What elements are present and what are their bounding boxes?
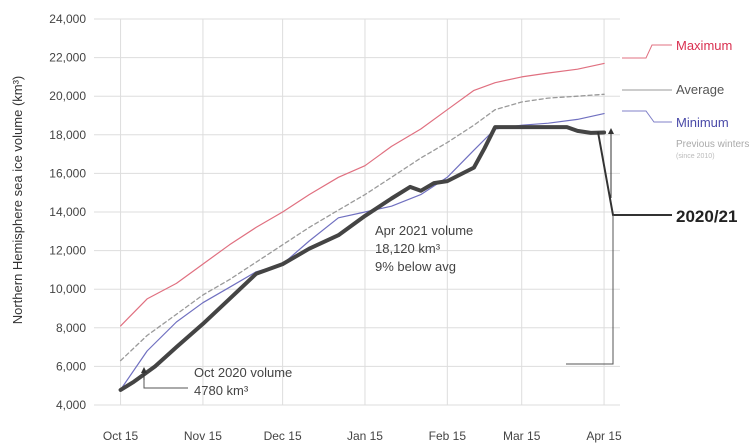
x-tick-label: Apr 15	[586, 429, 622, 443]
series-lines	[118, 62, 607, 392]
legend-average-label: Average	[676, 82, 724, 97]
x-tick-label: Feb 15	[429, 429, 467, 443]
y-tick-label: 20,000	[49, 89, 86, 103]
x-tick-label: Oct 15	[103, 429, 139, 443]
series-maximum	[119, 62, 605, 327]
y-tick-label: 24,000	[49, 12, 86, 26]
legend-previous-label: Previous winters	[676, 139, 749, 150]
y-tick-label: 4,000	[56, 398, 86, 412]
y-tick-label: 10,000	[49, 282, 86, 296]
y-tick-label: 8,000	[56, 321, 86, 335]
apr-arrowhead	[608, 128, 614, 134]
y-tick-label: 12,000	[49, 244, 86, 258]
y-axis-label: Northern Hemisphere sea ice volume (km³)	[10, 76, 25, 325]
apr-annotation-line1: Apr 2021 volume	[375, 223, 473, 238]
series-average	[119, 93, 605, 362]
legend-maximum-leader	[622, 44, 672, 59]
legend-current-label: 2020/21	[676, 207, 737, 226]
y-tick-label: 22,000	[49, 51, 86, 65]
apr-annotation-line3: 9% below avg	[375, 259, 456, 274]
legend: Maximum Average Minimum Previous winters…	[566, 38, 749, 365]
oct-bracket	[143, 380, 188, 389]
apr-annotation-line2: 18,120 km³	[375, 241, 441, 256]
y-tick-label: 6,000	[56, 359, 86, 373]
y-tick-labels: 4,000 6,000 8,000 10,000 12,000 14,000 16,000 1…	[49, 12, 86, 412]
y-tick-label: 18,000	[49, 128, 86, 142]
x-tick-label: Mar 15	[503, 429, 541, 443]
oct-annotation-line2: 4780 km³	[194, 383, 249, 398]
oct-annotation-line1: Oct 2020 volume	[194, 365, 292, 380]
x-tick-label: Nov 15	[184, 429, 222, 443]
y-tick-label: 14,000	[49, 205, 86, 219]
legend-minimum-leader	[622, 110, 672, 123]
legend-maximum-label: Maximum	[676, 38, 732, 53]
y-tick-label: 16,000	[49, 166, 86, 180]
x-tick-label: Jan 15	[347, 429, 383, 443]
x-tick-label: Dec 15	[264, 429, 302, 443]
x-tick-labels: Oct 15 Nov 15 Dec 15 Jan 15 Feb 15 Mar 15 Apr …	[103, 429, 622, 443]
legend-minimum-label: Minimum	[676, 115, 729, 130]
legend-previous-sublabel: (since 2010)	[676, 153, 715, 160]
current-bracket	[566, 215, 614, 365]
series-2020-21	[118, 125, 607, 392]
annotations: Apr 2021 volume 18,120 km³ 9% below avg …	[141, 128, 614, 398]
oct-arrowhead	[141, 367, 147, 373]
